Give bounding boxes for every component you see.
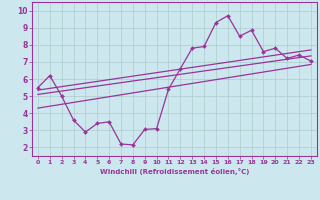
X-axis label: Windchill (Refroidissement éolien,°C): Windchill (Refroidissement éolien,°C) [100,168,249,175]
